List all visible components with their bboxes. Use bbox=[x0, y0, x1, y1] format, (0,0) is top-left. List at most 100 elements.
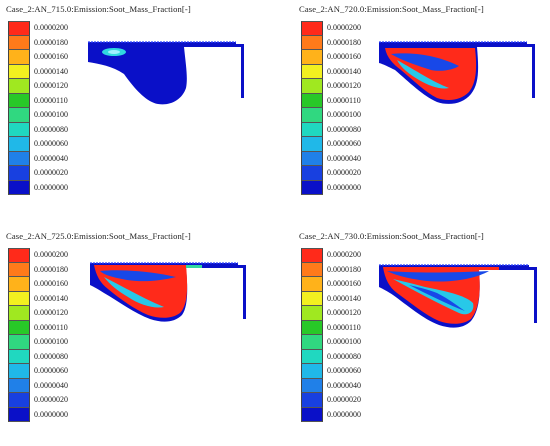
legend-swatch bbox=[301, 21, 323, 36]
legend-entry: 0.0000020 bbox=[299, 166, 379, 181]
legend-entry: 0.0000080 bbox=[6, 122, 86, 137]
legend-entry: 0.0000000 bbox=[299, 407, 379, 422]
soot-core bbox=[108, 50, 120, 54]
legend-swatch bbox=[301, 166, 323, 181]
legend-label: 0.0000140 bbox=[327, 66, 361, 76]
legend-label: 0.0000200 bbox=[34, 250, 68, 259]
soot-contour-plot bbox=[379, 264, 537, 328]
legend-swatch bbox=[8, 50, 30, 65]
combustion-chamber-shape bbox=[88, 42, 244, 105]
legend-label: 0.0000000 bbox=[327, 409, 361, 419]
legend-entry: 0.0000020 bbox=[299, 393, 379, 408]
legend-swatch bbox=[301, 262, 323, 277]
legend-swatch bbox=[301, 349, 323, 364]
legend-label: 0.0000080 bbox=[34, 351, 68, 361]
legend-swatch bbox=[8, 122, 30, 137]
panel-title: Case_2:AN_720.0:Emission:Soot_Mass_Fract… bbox=[299, 4, 484, 14]
legend-label: 0.0000020 bbox=[327, 395, 361, 404]
legend-swatch bbox=[301, 364, 323, 379]
legend-label: 0.0000160 bbox=[34, 279, 68, 288]
legend-label: 0.0000100 bbox=[34, 337, 68, 346]
legend-entry: 0.0000180 bbox=[299, 35, 379, 50]
legend-swatch bbox=[301, 320, 323, 335]
legend-swatch bbox=[301, 291, 323, 306]
legend-swatch bbox=[301, 306, 323, 321]
legend-label: 0.0000140 bbox=[327, 293, 361, 303]
legend-label: 0.0000100 bbox=[327, 110, 361, 119]
legend-swatch bbox=[8, 320, 30, 335]
legend-entry: 0.0000060 bbox=[299, 364, 379, 379]
legend-swatch bbox=[8, 35, 30, 50]
legend-swatch bbox=[8, 349, 30, 364]
legend-swatch bbox=[301, 122, 323, 137]
legend-entry: 0.0000060 bbox=[6, 364, 86, 379]
legend-swatch bbox=[301, 335, 323, 350]
legend-entry: 0.0000110 bbox=[299, 93, 379, 108]
legend-label: 0.0000140 bbox=[34, 293, 68, 303]
legend-entry: 0.0000040 bbox=[6, 378, 86, 393]
legend-swatch bbox=[8, 335, 30, 350]
legend-swatch bbox=[301, 180, 323, 195]
legend-label: 0.0000180 bbox=[34, 37, 68, 47]
legend-entry: 0.0000110 bbox=[6, 320, 86, 335]
legend-label: 0.0000060 bbox=[327, 139, 361, 148]
legend-label: 0.0000120 bbox=[327, 81, 361, 90]
legend-label: 0.0000020 bbox=[34, 168, 68, 177]
legend-swatch bbox=[8, 64, 30, 79]
legend-swatch bbox=[301, 393, 323, 408]
legend-swatch bbox=[8, 21, 30, 36]
legend-entry: 0.0000200 bbox=[299, 248, 379, 263]
legend-entry: 0.0000180 bbox=[6, 262, 86, 277]
legend-swatch bbox=[301, 151, 323, 166]
panel-title: Case_2:AN_730.0:Emission:Soot_Mass_Fract… bbox=[299, 231, 484, 241]
legend-entry: 0.0000100 bbox=[299, 335, 379, 350]
legend-entry: 0.0000140 bbox=[6, 291, 86, 306]
legend-label: 0.0000080 bbox=[327, 124, 361, 134]
legend-label: 0.0000000 bbox=[34, 182, 68, 192]
legend-entry: 0.0000020 bbox=[6, 166, 86, 181]
legend-entry: 0.0000140 bbox=[299, 291, 379, 306]
legend-label: 0.0000110 bbox=[34, 95, 68, 105]
legend-label: 0.0000000 bbox=[327, 182, 361, 192]
legend-swatch bbox=[301, 35, 323, 50]
legend-entry: 0.0000200 bbox=[6, 248, 86, 263]
legend-entry: 0.0000160 bbox=[299, 50, 379, 65]
legend-entry: 0.0000200 bbox=[6, 21, 86, 36]
legend-label: 0.0000180 bbox=[327, 37, 361, 47]
legend-entry: 0.0000080 bbox=[6, 349, 86, 364]
soot-contour-plot bbox=[379, 41, 535, 104]
legend-label: 0.0000200 bbox=[34, 23, 68, 32]
legend-swatch bbox=[8, 277, 30, 292]
legend-entry: 0.0000080 bbox=[299, 122, 379, 137]
legend-swatch bbox=[301, 64, 323, 79]
legend-entry: 0.0000020 bbox=[6, 393, 86, 408]
legend-swatch bbox=[8, 93, 30, 108]
legend-swatch bbox=[301, 50, 323, 65]
legend-swatch bbox=[8, 108, 30, 123]
legend-swatch bbox=[301, 79, 323, 94]
legend-swatch bbox=[8, 407, 30, 422]
legend-label: 0.0000110 bbox=[327, 322, 361, 332]
legend-entry: 0.0000120 bbox=[299, 79, 379, 94]
legend-label: 0.0000180 bbox=[327, 264, 361, 274]
legend-label: 0.0000080 bbox=[327, 351, 361, 361]
legend-label: 0.0000200 bbox=[327, 250, 361, 259]
legend-swatch bbox=[301, 93, 323, 108]
legend-swatch bbox=[301, 407, 323, 422]
legend-entry: 0.0000180 bbox=[6, 35, 86, 50]
contour-panel-715: Case_2:AN_715.0:Emission:Soot_Mass_Fract… bbox=[6, 4, 276, 219]
panel-title: Case_2:AN_725.0:Emission:Soot_Mass_Fract… bbox=[6, 231, 191, 241]
soot-contour-plot bbox=[88, 41, 244, 105]
legend-swatch bbox=[8, 137, 30, 152]
legend-entry: 0.0000120 bbox=[6, 306, 86, 321]
legend-swatch bbox=[301, 137, 323, 152]
panel-title: Case_2:AN_715.0:Emission:Soot_Mass_Fract… bbox=[6, 4, 191, 14]
legend-label: 0.0000110 bbox=[34, 322, 68, 332]
legend-entry: 0.0000100 bbox=[6, 108, 86, 123]
legend-label: 0.0000120 bbox=[34, 81, 68, 90]
legend-swatch bbox=[8, 291, 30, 306]
legend-swatch bbox=[8, 262, 30, 277]
legend-label: 0.0000040 bbox=[327, 380, 361, 390]
legend-entry: 0.0000040 bbox=[299, 151, 379, 166]
legend-label: 0.0000000 bbox=[34, 409, 68, 419]
